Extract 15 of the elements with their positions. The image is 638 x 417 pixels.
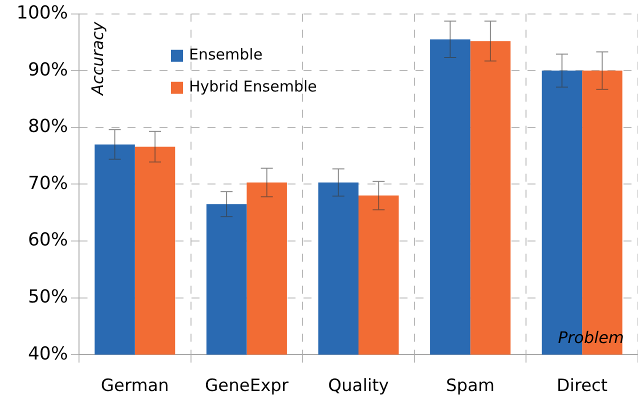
y-tick-label: 70%: [28, 172, 68, 194]
y-tick-label: 40%: [28, 343, 68, 364]
legend-label: Ensemble: [189, 46, 263, 64]
y-axis-title: Accuracy: [88, 21, 108, 96]
x-tick-label: Spam: [446, 376, 495, 396]
y-tick-label: 80%: [28, 116, 68, 138]
y-tick-label: 50%: [28, 286, 68, 308]
y-tick-label: 100%: [16, 2, 68, 24]
y-tick-label: 60%: [28, 230, 68, 251]
legend-label: Hybrid Ensemble: [189, 78, 317, 96]
x-tick-label: German: [100, 376, 169, 396]
x-tick-label: Quality: [328, 376, 389, 396]
x-tick-label: GeneExpr: [204, 376, 288, 396]
x-tick-label: Direct: [556, 376, 608, 396]
y-tick-label: 90%: [28, 59, 68, 80]
